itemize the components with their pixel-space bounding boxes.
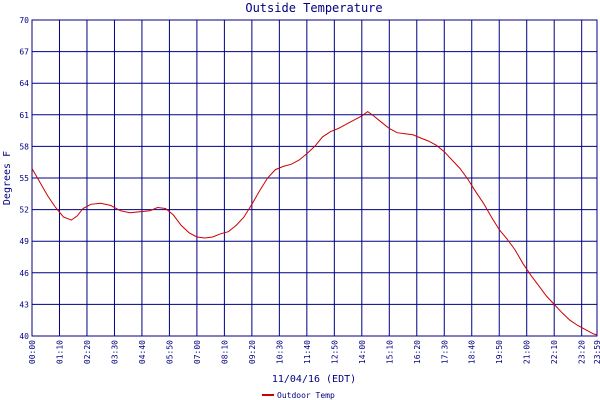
y-tick-label: 40 xyxy=(19,332,29,341)
y-tick-label: 52 xyxy=(19,206,29,215)
series-line-outdoor-temp xyxy=(31,110,598,336)
x-tick-label: 04:40 xyxy=(138,340,147,364)
x-tick-label: 17:30 xyxy=(440,340,449,364)
x-tick-label: 23:20 xyxy=(578,340,587,364)
x-tick-label: 12:50 xyxy=(330,340,339,364)
y-tick-label: 49 xyxy=(19,237,29,246)
x-tick-label: 11:40 xyxy=(303,340,312,364)
chart-title: Outside Temperature xyxy=(245,1,382,15)
x-tick-label: 01:10 xyxy=(55,340,64,364)
y-tick-label: 46 xyxy=(19,269,29,278)
y-tick-label: 61 xyxy=(19,111,29,120)
y-tick-label: 43 xyxy=(19,300,29,309)
y-tick-label: 67 xyxy=(19,48,29,57)
x-tick-label: 09:20 xyxy=(248,340,257,364)
plot-frame xyxy=(31,19,598,337)
x-tick-label: 14:00 xyxy=(358,340,367,364)
x-tick-label: 23:59 xyxy=(593,340,600,364)
x-tick-label: 00:00 xyxy=(28,340,37,364)
x-tick-label: 08:10 xyxy=(220,340,229,364)
x-tick-label: 05:50 xyxy=(165,340,174,364)
x-tick-label: 21:00 xyxy=(523,340,532,364)
x-tick-label: 16:20 xyxy=(413,340,422,364)
x-tick-label: 15:10 xyxy=(385,340,394,364)
x-tick-label: 07:00 xyxy=(193,340,202,364)
y-tick-label: 64 xyxy=(19,79,29,88)
legend-label: Outdoor Temp xyxy=(277,391,335,400)
y-tick-label: 70 xyxy=(19,16,29,25)
grid-lines xyxy=(31,19,598,337)
y-tick-label: 58 xyxy=(19,142,29,151)
x-tick-label: 03:30 xyxy=(110,340,119,364)
x-tick-label: 19:50 xyxy=(495,340,504,364)
y-axis-label: Degrees F xyxy=(2,151,13,205)
y-tick-label: 55 xyxy=(19,174,29,183)
y-tick-labels: 40 43 46 49 52 55 58 61 64 67 70 xyxy=(19,16,29,341)
x-tick-label: 02:20 xyxy=(83,340,92,364)
x-tick-label: 22:10 xyxy=(550,340,559,364)
x-tick-label: 10:30 xyxy=(275,340,284,364)
x-tick-label: 18:40 xyxy=(468,340,477,364)
x-tick-labels: 00:00 01:10 02:20 03:30 04:40 05:50 07:00 08:10… xyxy=(28,340,600,364)
x-axis-label: 11/04/16 (EDT) xyxy=(272,374,356,385)
